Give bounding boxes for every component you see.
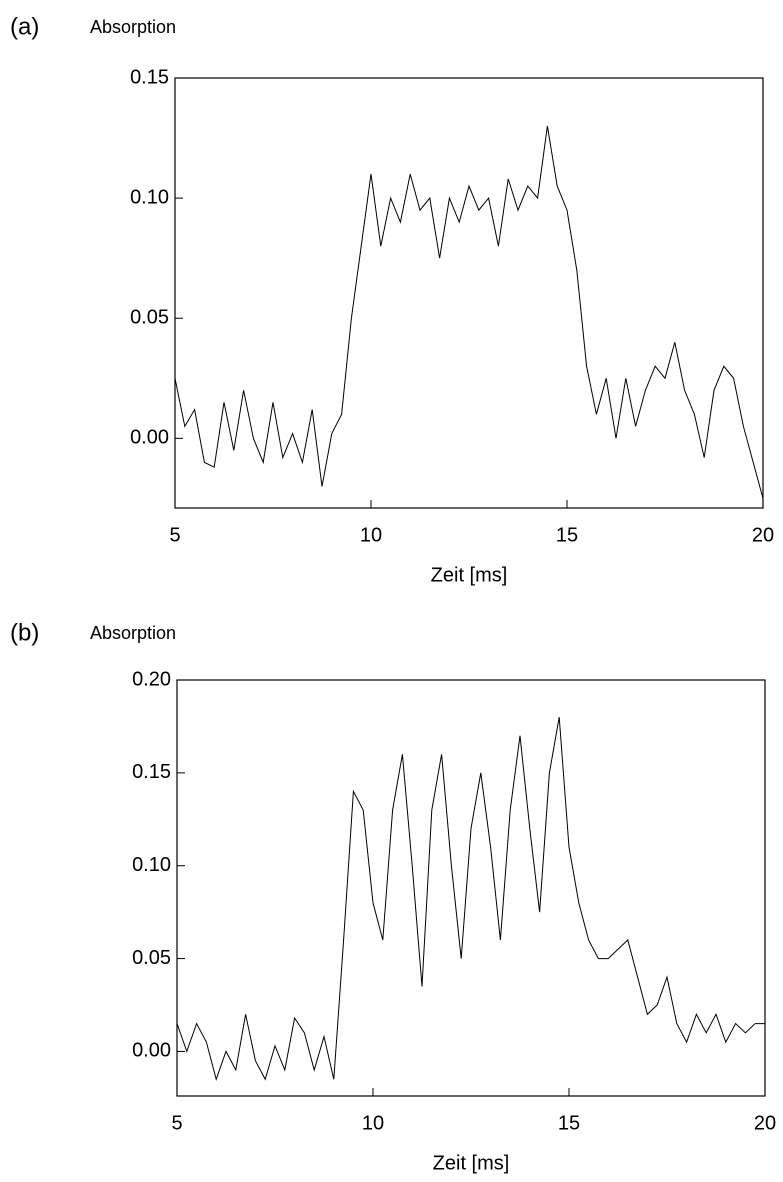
x-axis-label: Zeit [ms] — [431, 564, 508, 586]
x-tick-label: 15 — [556, 524, 578, 546]
panel-label: (b) — [10, 619, 39, 646]
y-axis-label: Absorption — [90, 17, 176, 37]
y-tick-label: 0.00 — [130, 427, 169, 449]
panel-label: (a) — [10, 13, 39, 40]
y-tick-label: 0.10 — [132, 854, 171, 876]
y-tick-label: 0.15 — [130, 66, 169, 88]
y-tick-label: 0.00 — [132, 1040, 171, 1062]
y-tick-label: 0.05 — [132, 947, 171, 969]
x-tick-label: 20 — [754, 1112, 776, 1134]
x-axis-label: Zeit [ms] — [433, 1152, 510, 1174]
y-tick-label: 0.10 — [130, 186, 169, 208]
y-tick-label: 0.15 — [132, 761, 171, 783]
y-tick-label: 0.05 — [130, 307, 169, 329]
plot-frame — [174, 77, 764, 509]
plot-frame — [176, 679, 766, 1097]
x-tick-label: 5 — [171, 1112, 182, 1134]
x-tick-label: 15 — [558, 1112, 580, 1134]
x-tick-label: 20 — [752, 524, 774, 546]
y-axis-label: Absorption — [90, 623, 176, 643]
y-tick-label: 0.20 — [132, 668, 171, 690]
x-tick-label: 5 — [169, 524, 180, 546]
x-tick-label: 10 — [362, 1112, 384, 1134]
x-tick-label: 10 — [360, 524, 382, 546]
data-line — [176, 717, 765, 1081]
data-line — [174, 125, 764, 499]
